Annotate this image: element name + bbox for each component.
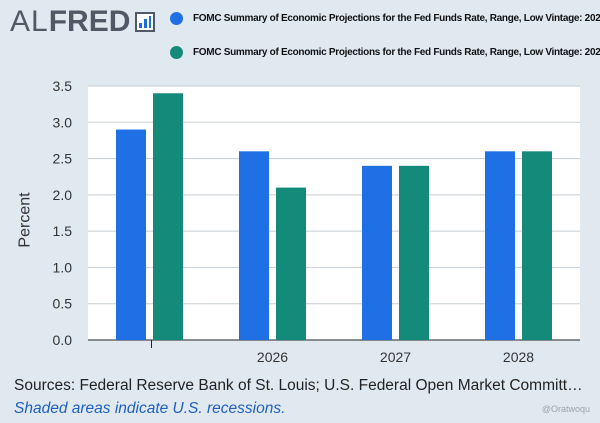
bar-series-1-2027 xyxy=(362,165,392,340)
legend-dot-series-1 xyxy=(170,11,183,25)
legend: FOMC Summary of Economic Projections for… xyxy=(170,8,600,76)
y-tick-label: 1.0 xyxy=(53,259,73,275)
watermark: @Oratwoqu xyxy=(541,404,590,414)
logo-fred-text: FRED xyxy=(48,5,131,38)
logo-al-text: AL xyxy=(10,5,49,38)
x-tick-label: 2028 xyxy=(503,349,534,365)
legend-item-series-1[interactable]: FOMC Summary of Economic Projections for… xyxy=(170,8,600,28)
y-tick-label: 2.0 xyxy=(53,187,73,203)
recession-note: Shaded areas indicate U.S. recessions. xyxy=(14,400,286,417)
y-tick-label: 0.0 xyxy=(53,332,73,348)
y-tick-label: 1.5 xyxy=(53,223,73,239)
legend-label-series-1: FOMC Summary of Economic Projections for… xyxy=(193,12,600,24)
legend-dot-series-2 xyxy=(170,45,183,59)
y-tick-label: 0.5 xyxy=(53,296,73,312)
x-tick-label: 2026 xyxy=(257,349,288,365)
bar-series-1-2028 xyxy=(485,151,515,340)
alfred-logo[interactable]: AL FRED xyxy=(10,5,156,38)
legend-item-series-2[interactable]: FOMC Summary of Economic Projections for… xyxy=(170,42,600,62)
bar-series-2-2028 xyxy=(522,151,552,340)
sources-text: Sources: Federal Reserve Bank of St. Lou… xyxy=(14,377,584,394)
y-tick-label: 2.5 xyxy=(53,151,73,167)
chart-bars-icon xyxy=(135,12,156,32)
bar-series-2-2026 xyxy=(276,187,306,340)
bar-series-2-2027 xyxy=(399,165,429,340)
x-tick-label: 2027 xyxy=(380,349,411,365)
bar-series-1-first xyxy=(116,129,146,340)
y-tick-label: 3.0 xyxy=(53,114,73,130)
legend-label-series-2: FOMC Summary of Economic Projections for… xyxy=(193,46,600,58)
y-tick-label: 3.5 xyxy=(53,78,73,94)
bar-series-1-2026 xyxy=(239,151,269,340)
bar-chart: 0.0 0.5 1.0 1.5 2.0 2.5 3.0 3.5 2026 2027 2028 xyxy=(53,78,580,365)
bar-series-2-first xyxy=(153,93,183,340)
